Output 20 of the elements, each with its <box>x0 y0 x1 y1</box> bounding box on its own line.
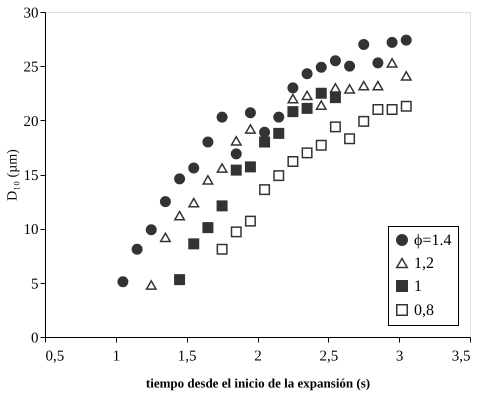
x-axis-title: tiempo desde el inicio de la expansión (s) <box>146 376 370 390</box>
y-axis-title: D₁₀ (µm) <box>6 148 20 201</box>
legend-label: 1 <box>414 278 422 295</box>
y-tick-label: 25 <box>24 60 38 76</box>
legend-label: 1,2 <box>414 255 434 272</box>
x-tick-label: 2 <box>254 348 262 364</box>
y-tick-label: 0 <box>31 330 38 346</box>
x-tick-label: 2,5 <box>319 348 338 364</box>
y-tick-label: 5 <box>31 276 38 292</box>
x-tick-label: 1 <box>112 348 120 364</box>
y-tick-label: 20 <box>24 114 38 130</box>
legend-label: 0,8 <box>414 302 434 319</box>
x-tick-label: 0,5 <box>46 348 64 364</box>
y-tick-label: 30 <box>24 6 38 22</box>
x-tick-label: 3,5 <box>452 348 470 364</box>
x-tick-label: 3 <box>396 348 404 364</box>
x-tick-label: 1,5 <box>178 348 197 364</box>
y-tick-label: 10 <box>24 222 38 238</box>
legend-label: ϕ=1.4 <box>414 232 452 249</box>
y-tick-label: 15 <box>24 168 38 184</box>
